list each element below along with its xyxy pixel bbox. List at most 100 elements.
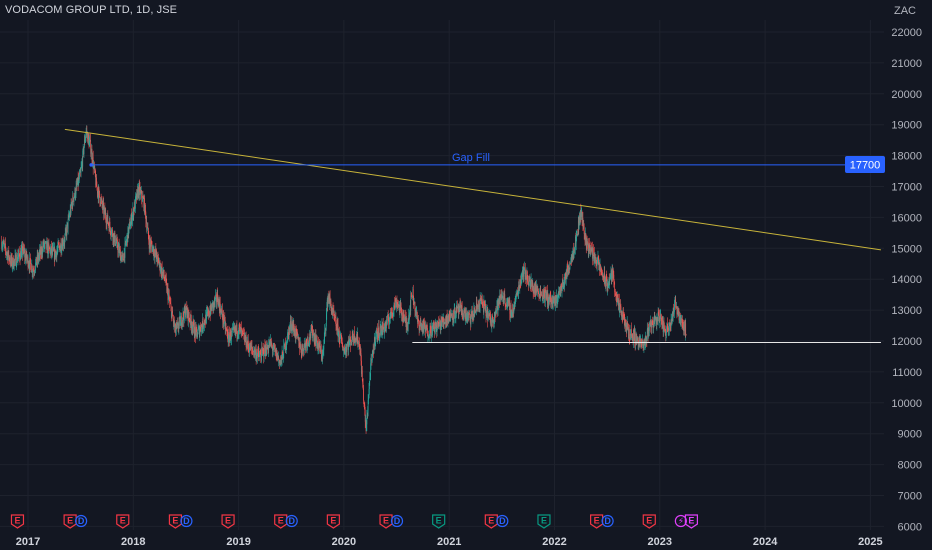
candle-body xyxy=(553,296,555,300)
candle-body xyxy=(137,189,139,198)
candle-body xyxy=(25,257,27,261)
candle-body xyxy=(29,258,31,259)
candle-body xyxy=(493,320,495,323)
candle-body xyxy=(221,309,222,312)
candle-body xyxy=(141,190,143,199)
candle-body xyxy=(667,328,669,330)
candle-body xyxy=(638,344,640,347)
split-event-icon[interactable] xyxy=(674,514,687,528)
candle-body xyxy=(451,315,453,317)
earnings-event-icon[interactable]: E xyxy=(10,514,25,529)
candle-body xyxy=(97,191,99,199)
candle-body xyxy=(333,310,334,313)
candle-body xyxy=(679,315,681,318)
candle-body xyxy=(1,246,3,249)
candle-body xyxy=(346,347,347,352)
candle-body xyxy=(191,326,193,330)
candle-body xyxy=(532,290,534,293)
candle-body xyxy=(92,157,94,164)
symbol-title[interactable]: VODACOM GROUP LTD, 1D, JSE xyxy=(5,4,178,16)
candle-body xyxy=(384,324,386,329)
candle-body xyxy=(51,246,52,254)
candle-body xyxy=(253,353,255,356)
candle-body xyxy=(162,271,163,277)
candle-body xyxy=(498,299,499,306)
candle-body xyxy=(182,320,183,321)
candle-body xyxy=(411,295,412,297)
candle-body xyxy=(287,332,289,333)
candle-body xyxy=(500,298,501,301)
candle-body xyxy=(614,292,616,294)
candle-body xyxy=(22,246,23,255)
candle-body xyxy=(61,244,63,250)
candle-body xyxy=(515,297,516,302)
earnings-event-icon[interactable]: E xyxy=(642,514,656,529)
candle-body xyxy=(360,350,361,354)
candle-body xyxy=(323,349,324,352)
candle-body xyxy=(132,214,133,220)
candle-body xyxy=(516,291,518,295)
candle-body xyxy=(37,254,39,261)
dividend-event-icon[interactable] xyxy=(601,514,614,528)
candle-body xyxy=(417,318,419,321)
earnings-event-icon[interactable]: E xyxy=(684,514,698,529)
candle-body xyxy=(105,212,107,219)
earnings-event-icon[interactable]: E xyxy=(432,514,446,529)
candle-body xyxy=(194,325,196,337)
candle-body xyxy=(301,353,303,355)
earnings-event-icon[interactable]: E xyxy=(274,514,288,529)
candle-body xyxy=(542,294,543,300)
dividend-event-icon[interactable] xyxy=(75,514,88,528)
candle-body xyxy=(651,321,653,323)
candle-body xyxy=(317,343,318,350)
candle-body xyxy=(336,326,337,328)
earnings-event-icon[interactable]: E xyxy=(537,514,551,529)
candle-body xyxy=(479,306,481,310)
earnings-event-icon[interactable]: E xyxy=(221,514,235,529)
dividend-event-icon[interactable] xyxy=(496,514,509,528)
candle-body xyxy=(683,326,684,332)
candle-body xyxy=(161,267,163,277)
earnings-event-icon[interactable]: E xyxy=(326,514,340,529)
candle-body xyxy=(513,304,515,312)
trendline[interactable] xyxy=(64,128,882,251)
svg-text:E: E xyxy=(488,516,494,526)
earnings-event-icon[interactable]: E xyxy=(590,514,604,529)
candle-body xyxy=(134,201,135,212)
candle-body xyxy=(229,337,231,342)
candle-body xyxy=(183,316,185,321)
candle-body xyxy=(487,314,489,321)
dividend-event-icon[interactable] xyxy=(390,514,404,528)
earnings-event-icon[interactable]: E xyxy=(63,514,77,529)
candle-body xyxy=(595,256,597,264)
candle-body xyxy=(54,249,56,260)
candle-body xyxy=(560,290,561,297)
dividend-event-icon[interactable] xyxy=(180,514,193,528)
candle-body xyxy=(565,273,566,276)
candle-body xyxy=(428,336,430,339)
candle-body xyxy=(204,322,206,324)
earnings-event-icon[interactable]: E xyxy=(379,514,393,529)
candle-body xyxy=(175,330,177,334)
candle-body xyxy=(369,376,371,378)
candle-body xyxy=(523,269,525,277)
candle-body xyxy=(310,337,311,339)
earnings-event-icon[interactable]: E xyxy=(168,514,183,529)
candle-body xyxy=(676,306,678,315)
candle-body xyxy=(163,269,164,274)
earnings-event-icon[interactable]: E xyxy=(484,514,498,529)
candle-body xyxy=(494,311,496,316)
candle-body xyxy=(23,247,24,254)
candle-body xyxy=(355,338,356,343)
candle-body xyxy=(19,254,20,259)
candle-body xyxy=(456,306,458,309)
candle-body xyxy=(547,294,549,303)
earnings-event-icon[interactable]: E xyxy=(116,514,130,529)
candle-body xyxy=(109,221,111,228)
candle-body xyxy=(420,324,422,326)
candle-body xyxy=(80,168,82,172)
dividend-event-icon[interactable] xyxy=(285,514,298,528)
candle-body xyxy=(645,335,647,342)
candle-body xyxy=(117,239,118,249)
